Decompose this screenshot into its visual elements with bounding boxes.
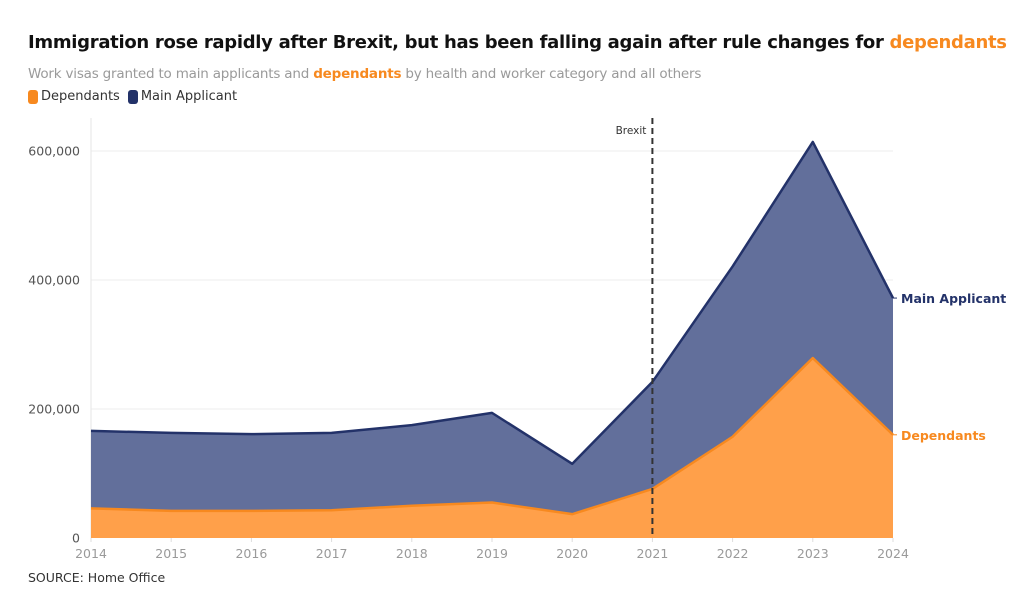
source-note: SOURCE: Home Office (28, 570, 166, 585)
x-tick-label: 2015 (155, 546, 187, 561)
legend-label-main-applicant: Main Applicant (140, 89, 238, 104)
end-label-main-applicant: Main Applicant (901, 291, 1006, 306)
y-tick-label: 200,000 (28, 402, 80, 417)
x-tick-label: 2018 (396, 546, 428, 561)
x-tick-label: 2024 (877, 546, 909, 561)
annotations: Brexit Main Applicant Dependants (616, 118, 1006, 538)
legend-item-main-applicant: Main Applicant (127, 89, 238, 104)
x-tick-label: 2021 (636, 546, 668, 561)
y-tick-label: 400,000 (28, 273, 80, 288)
line-dependants (90, 356, 894, 516)
x-tick-label: 2023 (797, 546, 829, 561)
x-tick-label: 2022 (717, 546, 749, 561)
area-series (90, 140, 895, 538)
axes: 0 200,000 400,000 600,000 2014 2015 2016 2017 20… (28, 144, 909, 562)
subtitle-highlight: dependants (313, 66, 402, 82)
chart-subtitle: Work visas granted to main applicants an… (28, 66, 701, 82)
y-tick-label: 0 (72, 531, 80, 546)
x-tick-label: 2014 (75, 546, 107, 561)
x-tick-label: 2016 (235, 546, 267, 561)
legend-item-dependants: Dependants (28, 89, 120, 104)
annotation-label-brexit: Brexit (616, 125, 647, 137)
legend-label-dependants: Dependants (41, 89, 120, 104)
x-tick-label: 2017 (316, 546, 348, 561)
area-dependants (91, 358, 893, 538)
x-tick-label: 2020 (556, 546, 588, 561)
subtitle-post: by health and worker category and all ot… (401, 66, 702, 82)
legend-swatch-dependants (28, 89, 38, 104)
area-main-applicant (91, 141, 893, 515)
legend-swatch-main-applicant (127, 89, 138, 104)
chart-title-main: Immigration rose rapidly after Brexit, b… (28, 32, 890, 53)
chart-title: Immigration rose rapidly after Brexit, b… (28, 32, 1007, 53)
line-main-applicant (90, 140, 895, 466)
end-label-dependants: Dependants (901, 428, 986, 443)
chart-title-highlight: dependants (889, 32, 1007, 53)
y-tick-label: 600,000 (28, 144, 80, 159)
subtitle-pre: Work visas granted to main applicants an… (28, 66, 314, 82)
chart-legend: Dependants Main Applicant (28, 89, 237, 104)
x-tick-label: 2019 (476, 546, 508, 561)
